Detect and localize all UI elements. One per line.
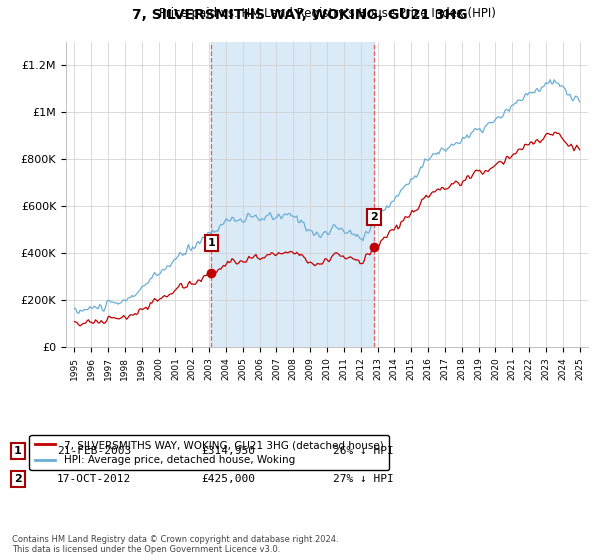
Text: £425,000: £425,000 [201,474,255,484]
Text: 17-OCT-2012: 17-OCT-2012 [57,474,131,484]
Text: 2: 2 [370,212,378,222]
Text: 26% ↓ HPI: 26% ↓ HPI [333,446,394,456]
Text: 1: 1 [14,446,22,456]
Text: 27% ↓ HPI: 27% ↓ HPI [333,474,394,484]
Text: Contains HM Land Registry data © Crown copyright and database right 2024.
This d: Contains HM Land Registry data © Crown c… [12,535,338,554]
Legend: 7, SILVERSMITHS WAY, WOKING, GU21 3HG (detached house), HPI: Average price, deta: 7, SILVERSMITHS WAY, WOKING, GU21 3HG (d… [29,435,389,470]
Title: Price paid vs. HM Land Registry's House Price Index (HPI): Price paid vs. HM Land Registry's House … [158,7,496,20]
Text: 1: 1 [208,238,215,248]
Text: 2: 2 [14,474,22,484]
Bar [211,42,374,347]
Text: 7, SILVERSMITHS WAY, WOKING, GU21 3HG: 7, SILVERSMITHS WAY, WOKING, GU21 3HG [132,8,468,22]
Text: £314,950: £314,950 [201,446,255,456]
Text: 21-FEB-2003: 21-FEB-2003 [57,446,131,456]
